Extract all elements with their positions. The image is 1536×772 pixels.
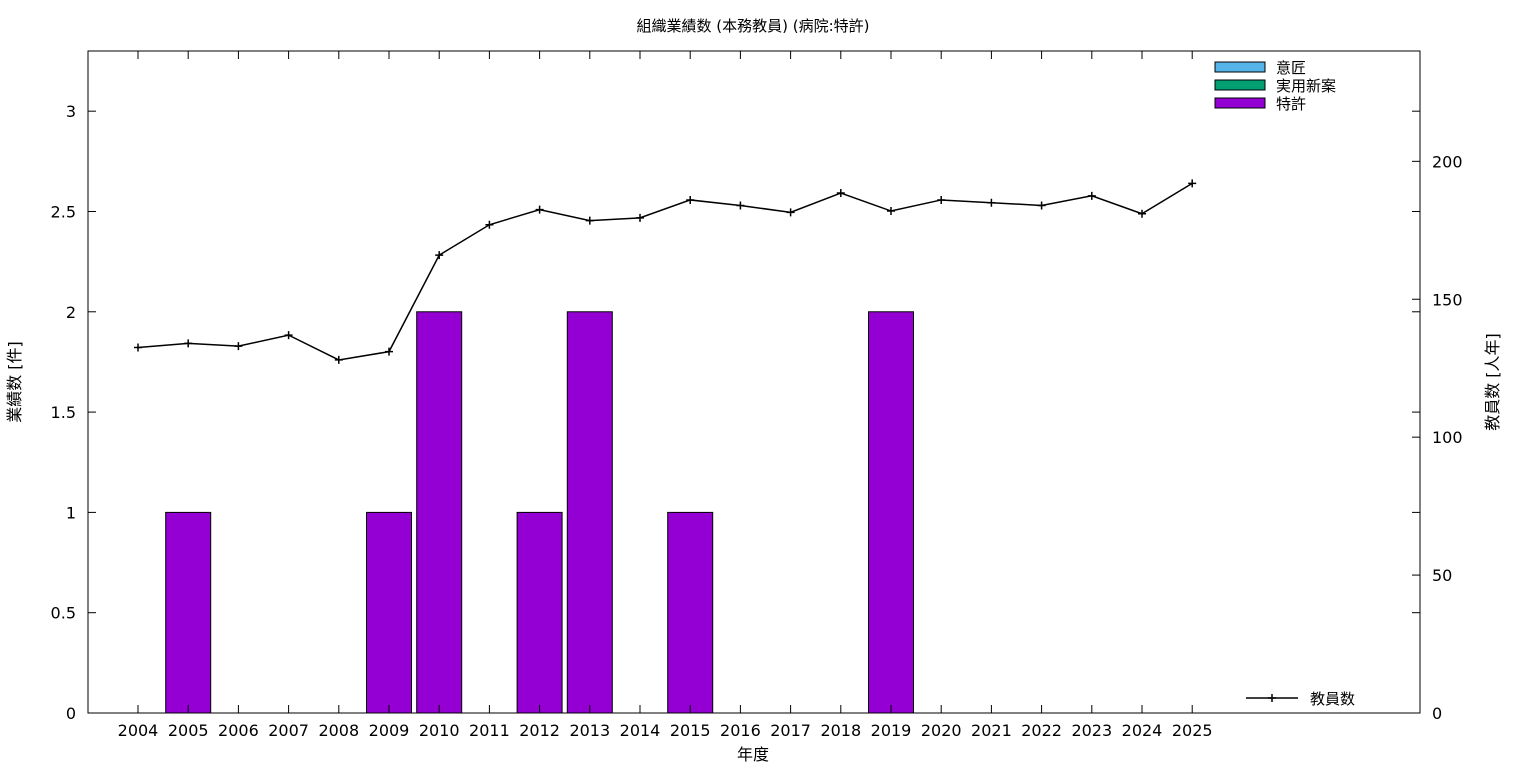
y-tick-label: 1 bbox=[66, 503, 76, 522]
legend-label-0: 意匠 bbox=[1276, 59, 1306, 77]
plot-frame bbox=[87, 50, 1421, 714]
bar-2-2009 bbox=[366, 511, 412, 714]
faculty-count-point-2016 bbox=[736, 201, 745, 210]
bar-2-2013 bbox=[566, 311, 613, 714]
y-axis-left: 0 0.5 1 1.5 2 2.5 3 bbox=[51, 102, 1420, 723]
faculty-count-point-2015 bbox=[686, 195, 695, 204]
faculty-count-point-2019 bbox=[887, 206, 895, 215]
y-axis-right: 0 50 100 150 200 bbox=[1412, 152, 1463, 723]
faculty-count-point-2023 bbox=[1087, 191, 1096, 200]
y-tick-label: 2 bbox=[66, 303, 76, 322]
faculty-count-point-2008 bbox=[334, 355, 343, 364]
faculty-count-point-2010 bbox=[435, 251, 444, 260]
x-tick-label: 2025 bbox=[1172, 721, 1213, 740]
bar-2-2019 bbox=[868, 311, 914, 714]
legend-line: 教員数 bbox=[1246, 690, 1355, 708]
faculty-count-point-2009 bbox=[385, 347, 393, 356]
x-tick-label: 2010 bbox=[419, 721, 460, 740]
y2-tick-label: 100 bbox=[1432, 428, 1463, 447]
x-tick-label: 2020 bbox=[921, 721, 962, 740]
x-axis-label: 年度 bbox=[737, 745, 769, 764]
y2-tick-label: 150 bbox=[1432, 290, 1463, 309]
faculty-count-point-2022 bbox=[1037, 201, 1046, 210]
faculty-count-point-2024 bbox=[1138, 209, 1146, 218]
faculty-count-point-2020 bbox=[937, 195, 946, 204]
x-tick-label: 2015 bbox=[670, 721, 711, 740]
faculty-count-point-2014 bbox=[636, 213, 644, 222]
legend-swatch-2 bbox=[1214, 97, 1266, 109]
x-tick-label: 2004 bbox=[118, 721, 159, 740]
faculty-count-point-2005 bbox=[184, 339, 193, 348]
x-tick-label: 2019 bbox=[871, 721, 912, 740]
faculty-count-point-2013 bbox=[585, 216, 594, 225]
x-tick-label: 2009 bbox=[369, 721, 410, 740]
legend-swatch-0 bbox=[1214, 61, 1266, 73]
x-tick-label: 2024 bbox=[1122, 721, 1163, 740]
y2-tick-label: 50 bbox=[1432, 566, 1452, 585]
y2-tick-label: 200 bbox=[1432, 152, 1463, 171]
x-tick-label: 2016 bbox=[720, 721, 761, 740]
y2-axis-label: 教員数 [人年] bbox=[1483, 333, 1502, 431]
y-tick-label: 0 bbox=[66, 704, 76, 723]
legend-swatch-1 bbox=[1214, 79, 1266, 91]
x-tick-label: 2012 bbox=[519, 721, 560, 740]
x-tick-label: 2017 bbox=[770, 721, 811, 740]
x-tick-label: 2014 bbox=[620, 721, 661, 740]
x-tick-label: 2006 bbox=[218, 721, 259, 740]
legend-label-1: 実用新案 bbox=[1276, 77, 1336, 95]
x-tick-label: 2007 bbox=[268, 721, 309, 740]
faculty-count-point-2012 bbox=[535, 205, 544, 214]
faculty-count-line-layer bbox=[134, 179, 1197, 364]
x-tick-label: 2023 bbox=[1071, 721, 1112, 740]
faculty-count-point-2025 bbox=[1188, 179, 1197, 188]
bar-2-2012 bbox=[516, 511, 563, 714]
x-tick-label: 2018 bbox=[820, 721, 861, 740]
x-tick-label: 2013 bbox=[569, 721, 610, 740]
chart-title: 組織業績数 (本務教員) (病院:特許) bbox=[637, 17, 870, 35]
bars-layer bbox=[165, 311, 914, 714]
x-tick-label: 2021 bbox=[971, 721, 1012, 740]
faculty-count-point-2011 bbox=[485, 220, 494, 229]
legend-label-2: 特許 bbox=[1276, 95, 1306, 113]
legend-line-label: 教員数 bbox=[1310, 690, 1355, 708]
faculty-count-point-2017 bbox=[786, 208, 795, 217]
x-tick-label: 2008 bbox=[318, 721, 359, 740]
x-axis: 2004 2005 2006 2007 2008 2009 2010 2011 2012 2013… bbox=[118, 51, 1213, 740]
y-axis-label: 業績数 [件] bbox=[5, 341, 24, 423]
faculty-count-point-2018 bbox=[836, 189, 845, 198]
y-tick-label: 1.5 bbox=[51, 403, 76, 422]
y-tick-label: 3 bbox=[66, 102, 76, 121]
legend-line-marker bbox=[1268, 694, 1276, 702]
faculty-count-line bbox=[137, 182, 1193, 361]
faculty-count-point-2004 bbox=[134, 343, 142, 352]
y-tick-label: 0.5 bbox=[51, 604, 76, 623]
x-tick-label: 2011 bbox=[469, 721, 510, 740]
x-tick-label: 2005 bbox=[168, 721, 209, 740]
y-tick-label: 2.5 bbox=[51, 202, 76, 221]
y2-tick-label: 0 bbox=[1432, 704, 1442, 723]
faculty-count-point-2007 bbox=[284, 331, 293, 340]
bar-2-2005 bbox=[165, 511, 212, 714]
bar-2-2010 bbox=[416, 311, 463, 714]
faculty-count-point-2006 bbox=[234, 342, 243, 351]
bar-2-2015 bbox=[667, 511, 714, 714]
x-tick-label: 2022 bbox=[1021, 721, 1062, 740]
faculty-count-point-2021 bbox=[987, 198, 996, 207]
